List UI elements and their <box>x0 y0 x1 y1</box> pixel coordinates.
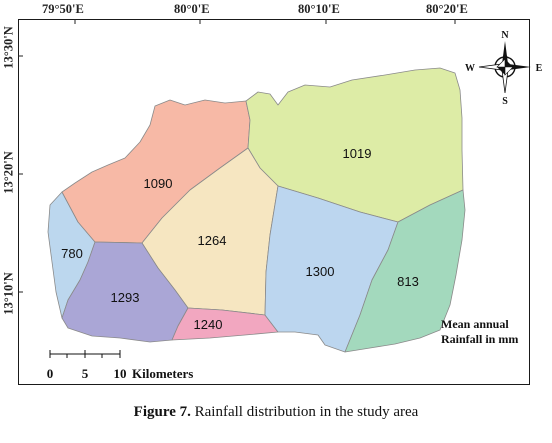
compass-south: S <box>502 96 508 107</box>
compass-west: W <box>465 63 475 74</box>
caption-label: Figure 7. <box>133 404 191 420</box>
legend-title: Mean annual Rainfall in mm <box>441 317 518 347</box>
zone-813 <box>344 189 466 353</box>
zone-1240 <box>171 307 279 341</box>
zone-label-1090: 1090 <box>144 176 173 191</box>
caption-text: Rainfall distribution in the study area <box>190 404 419 420</box>
scale-tick-10: 10 <box>114 366 127 381</box>
figure-caption: Figure 7. Rainfall distribution in the s… <box>0 404 552 421</box>
scale-tick-0: 0 <box>47 366 54 381</box>
longitude-label-3: 80°10'E <box>298 2 340 16</box>
scale-tick-5: 5 <box>82 366 89 381</box>
zone-1300 <box>264 185 399 353</box>
zone-label-813: 813 <box>397 274 419 289</box>
compass-rose-icon: N S W E <box>465 30 543 107</box>
legend-line-2: Rainfall in mm <box>441 332 519 346</box>
zone-label-1264: 1264 <box>198 233 227 248</box>
zone-1293 <box>61 241 189 343</box>
compass-east: E <box>536 63 543 74</box>
compass-north: N <box>501 30 509 41</box>
zone-label-780: 780 <box>61 246 83 261</box>
longitude-label-4: 80°20'E <box>426 2 468 16</box>
scale-unit: Kilometers <box>132 366 193 381</box>
scale-bar: 0 5 10 Kilometers <box>47 350 193 381</box>
zone-label-1293: 1293 <box>111 290 140 305</box>
zone-label-1300: 1300 <box>306 264 335 279</box>
zone-label-1019: 1019 <box>343 146 372 161</box>
zone-label-1240: 1240 <box>194 317 223 332</box>
longitude-label-2: 80°0'E <box>174 2 210 16</box>
legend-line-1: Mean annual <box>441 317 509 331</box>
longitude-label-1: 79°50'E <box>42 2 84 16</box>
